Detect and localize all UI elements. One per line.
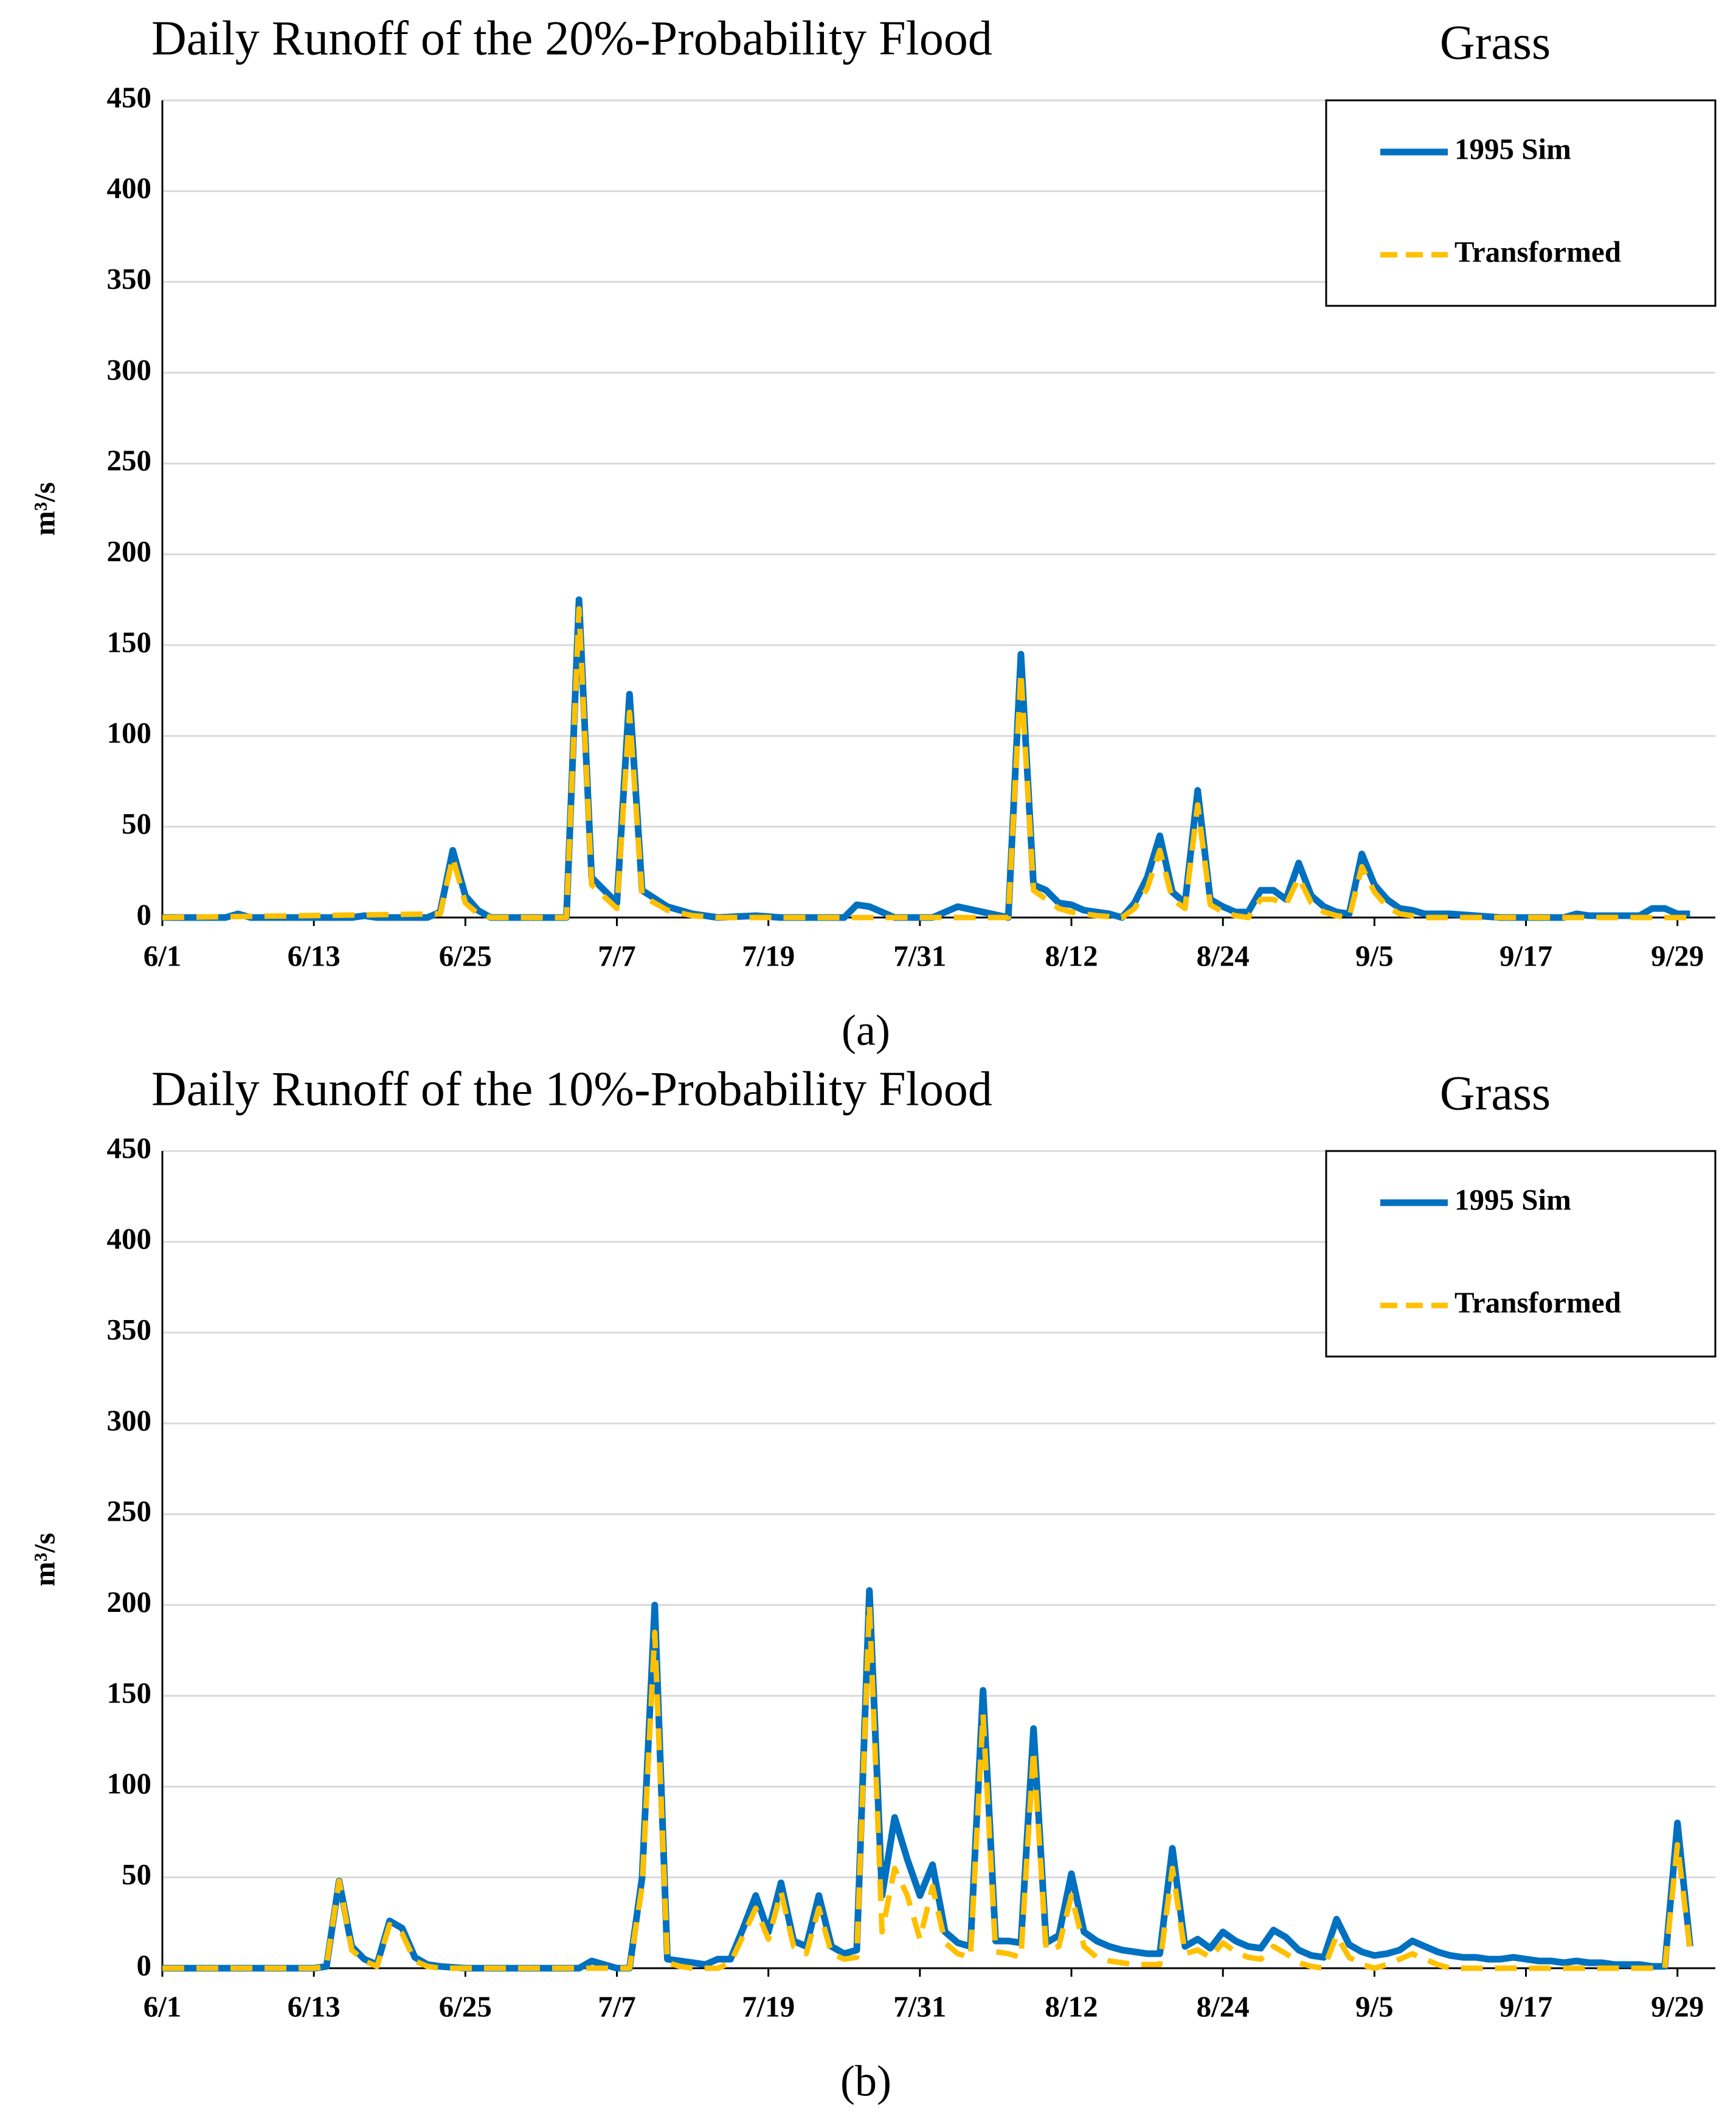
y-tick-label: 350: [107, 1313, 152, 1346]
series-line: [162, 1602, 1693, 1971]
caption: (a): [842, 1006, 890, 1055]
y-tick-label: 250: [107, 444, 152, 477]
y-tick-label: 400: [107, 171, 152, 205]
y-tick-label: 200: [107, 1585, 152, 1619]
y-tick-label: 150: [107, 1676, 152, 1709]
legend-label: Transformed: [1454, 235, 1621, 268]
x-tick-label: 7/7: [598, 1989, 636, 2023]
y-tick-label: 400: [107, 1222, 152, 1256]
y-tick-label: 100: [107, 1767, 152, 1800]
x-tick-label: 8/24: [1197, 1989, 1250, 2023]
x-tick-label: 8/12: [1045, 1989, 1098, 2023]
y-tick-label: 450: [107, 1131, 152, 1164]
legend-label: 1995 Sim: [1454, 132, 1571, 165]
annotation: Grass: [1440, 1066, 1551, 1120]
legend-label: Transformed: [1454, 1285, 1621, 1319]
x-tick-label: 9/5: [1355, 1989, 1394, 2023]
x-tick-label: 6/13: [288, 939, 341, 972]
x-tick-label: 8/24: [1197, 939, 1250, 972]
legend-label: 1995 Sim: [1454, 1183, 1571, 1216]
y-tick-label: 0: [137, 1948, 152, 1982]
chart-title: Daily Runoff of the 20%-Probability Floo…: [151, 12, 992, 65]
y-tick-label: 250: [107, 1495, 152, 1528]
x-tick-label: 7/31: [893, 1989, 946, 2023]
x-tick-label: 9/29: [1651, 939, 1704, 972]
y-tick-label: 100: [107, 716, 152, 750]
x-tick-label: 6/1: [144, 1989, 182, 2023]
y-tick-label: 350: [107, 262, 152, 296]
y-tick-label: 0: [137, 897, 152, 931]
y-tick-label: 150: [107, 625, 152, 659]
legend-box: [1325, 1150, 1717, 1358]
x-tick-label: 7/31: [893, 939, 946, 972]
x-tick-label: 6/1: [144, 939, 182, 972]
x-tick-label: 7/19: [742, 1989, 795, 2023]
caption: (b): [840, 2057, 891, 2106]
y-tick-label: 50: [122, 1858, 151, 1891]
y-axis-label: m³/s: [27, 482, 61, 536]
annotation: Grass: [1440, 16, 1551, 69]
y-tick-label: 300: [107, 1403, 152, 1437]
x-tick-label: 8/12: [1045, 939, 1098, 972]
y-tick-label: 50: [122, 807, 151, 840]
chart-title: Daily Runoff of the 10%-Probability Floo…: [151, 1062, 992, 1116]
x-tick-label: 9/17: [1499, 939, 1552, 972]
series-line: [162, 596, 1690, 921]
y-axis-label: m³/s: [27, 1533, 61, 1586]
y-tick-label: 200: [107, 534, 152, 568]
x-tick-label: 9/29: [1651, 1989, 1704, 2023]
x-tick-label: 9/5: [1355, 939, 1394, 972]
x-tick-label: 7/7: [598, 939, 636, 972]
y-tick-label: 450: [107, 80, 152, 114]
x-tick-label: 6/25: [439, 1989, 492, 2023]
x-tick-label: 6/25: [439, 939, 492, 972]
series-line: [162, 606, 1690, 921]
x-tick-label: 9/17: [1499, 1989, 1552, 2023]
legend-box: [1325, 99, 1717, 307]
x-tick-label: 7/19: [742, 939, 795, 972]
x-tick-label: 6/13: [288, 1989, 341, 2023]
y-tick-label: 300: [107, 353, 152, 386]
